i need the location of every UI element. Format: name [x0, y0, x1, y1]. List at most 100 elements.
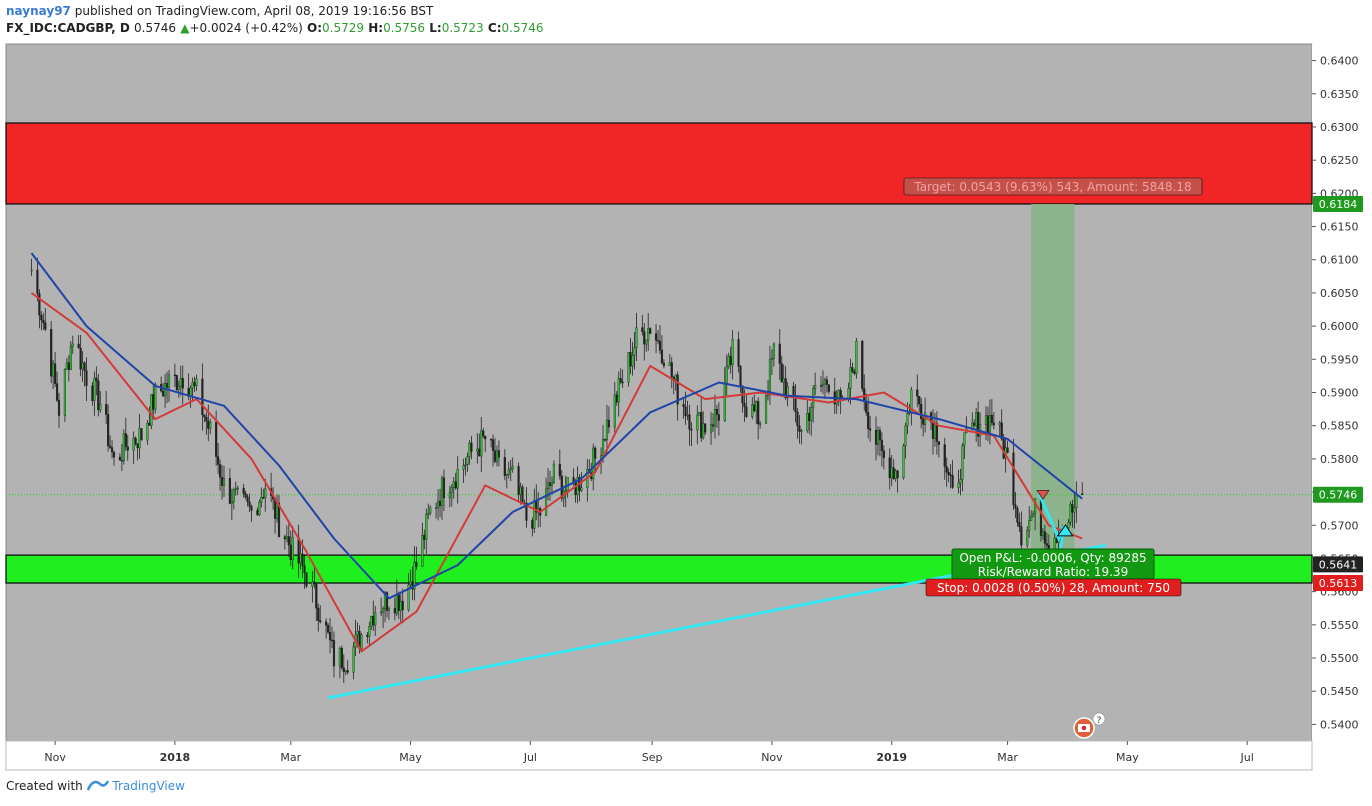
candle[interactable]: [484, 435, 487, 453]
author-link[interactable]: naynay97: [6, 4, 71, 18]
candle[interactable]: [1016, 505, 1019, 527]
candle[interactable]: [631, 341, 634, 376]
candle[interactable]: [71, 335, 74, 354]
candle[interactable]: [1000, 409, 1003, 441]
candle[interactable]: [619, 368, 622, 385]
candle[interactable]: [613, 381, 616, 435]
tradingview-logo-icon[interactable]: [86, 779, 113, 793]
candle[interactable]: [109, 435, 112, 450]
candle[interactable]: [1028, 506, 1031, 538]
candle[interactable]: [401, 588, 404, 624]
candle[interactable]: [916, 374, 919, 408]
candle[interactable]: [963, 432, 966, 460]
candle[interactable]: [821, 370, 825, 395]
candle[interactable]: [509, 459, 512, 482]
candle[interactable]: [352, 641, 355, 680]
candle[interactable]: [961, 442, 964, 492]
candle[interactable]: [425, 508, 428, 554]
candle[interactable]: [947, 468, 950, 483]
candle[interactable]: [118, 453, 121, 461]
candle[interactable]: [558, 449, 561, 480]
candle[interactable]: [217, 443, 220, 474]
candle[interactable]: [902, 443, 905, 480]
price-chart[interactable]: 0.64000.63500.63000.62500.62000.61500.61…: [0, 0, 1372, 772]
candle[interactable]: [470, 436, 473, 460]
candle[interactable]: [676, 371, 679, 421]
candle[interactable]: [945, 457, 948, 488]
candle[interactable]: [40, 311, 43, 331]
candle[interactable]: [717, 402, 720, 436]
candle[interactable]: [713, 394, 717, 439]
candle[interactable]: [346, 660, 349, 675]
fast-ma-line[interactable]: [30, 292, 1083, 653]
candle[interactable]: [649, 327, 652, 334]
candle[interactable]: [715, 404, 719, 428]
candle[interactable]: [851, 362, 854, 374]
candle[interactable]: [132, 431, 135, 465]
candle[interactable]: [937, 441, 940, 458]
candle[interactable]: [450, 484, 453, 507]
candle[interactable]: [150, 394, 153, 430]
candle[interactable]: [326, 623, 330, 635]
candle[interactable]: [230, 488, 233, 520]
candle[interactable]: [140, 428, 143, 441]
candle[interactable]: [552, 460, 556, 485]
candle[interactable]: [126, 434, 129, 461]
candle[interactable]: [313, 565, 316, 589]
candle[interactable]: [246, 494, 249, 507]
candle[interactable]: [50, 321, 53, 384]
candle[interactable]: [85, 357, 88, 402]
candle[interactable]: [759, 420, 762, 429]
price-axis[interactable]: [1312, 44, 1366, 741]
candle[interactable]: [44, 308, 47, 332]
candle[interactable]: [264, 478, 267, 512]
candle[interactable]: [244, 490, 247, 500]
candle[interactable]: [778, 329, 781, 380]
price-badge[interactable]: 0.6184: [1313, 195, 1363, 212]
candle[interactable]: [435, 502, 438, 519]
candle[interactable]: [482, 427, 485, 439]
candle[interactable]: [340, 645, 343, 671]
candle[interactable]: [368, 621, 371, 647]
candle[interactable]: [662, 359, 665, 369]
canada-flag-event-icon[interactable]: ?: [1073, 712, 1106, 739]
candle[interactable]: [645, 339, 648, 352]
candle[interactable]: [607, 406, 611, 434]
candle[interactable]: [643, 323, 646, 361]
candle[interactable]: [456, 456, 459, 504]
candle[interactable]: [670, 356, 673, 389]
candle[interactable]: [36, 257, 39, 302]
target-label[interactable]: Target: 0.0543 (9.63%) 543, Amount: 5848…: [903, 177, 1203, 196]
candle[interactable]: [525, 487, 528, 528]
stop-label[interactable]: Stop: 0.0028 (0.50%) 28, Amount: 750: [925, 578, 1182, 597]
candle[interactable]: [992, 412, 995, 430]
candle[interactable]: [93, 371, 96, 416]
candle[interactable]: [491, 434, 495, 467]
candle[interactable]: [654, 323, 658, 354]
candle[interactable]: [57, 392, 61, 429]
candle[interactable]: [745, 393, 748, 418]
candle[interactable]: [550, 476, 554, 495]
candle[interactable]: [505, 473, 508, 489]
candle[interactable]: [696, 405, 699, 445]
candle[interactable]: [250, 504, 253, 522]
candle[interactable]: [1020, 511, 1023, 549]
candle[interactable]: [387, 606, 391, 621]
candle[interactable]: [780, 355, 783, 383]
candle[interactable]: [325, 618, 328, 639]
candle[interactable]: [218, 459, 222, 491]
time-axis[interactable]: [5, 740, 1313, 771]
candle[interactable]: [421, 522, 424, 567]
candle[interactable]: [63, 368, 67, 423]
candle[interactable]: [146, 420, 149, 445]
candle[interactable]: [134, 436, 137, 446]
candle[interactable]: [798, 414, 801, 444]
candle[interactable]: [277, 495, 281, 538]
candle[interactable]: [97, 373, 100, 417]
candle[interactable]: [107, 404, 110, 452]
candle[interactable]: [175, 374, 178, 392]
candle[interactable]: [849, 358, 852, 405]
candle[interactable]: [633, 332, 636, 370]
candle[interactable]: [806, 400, 809, 433]
candle[interactable]: [825, 375, 828, 393]
